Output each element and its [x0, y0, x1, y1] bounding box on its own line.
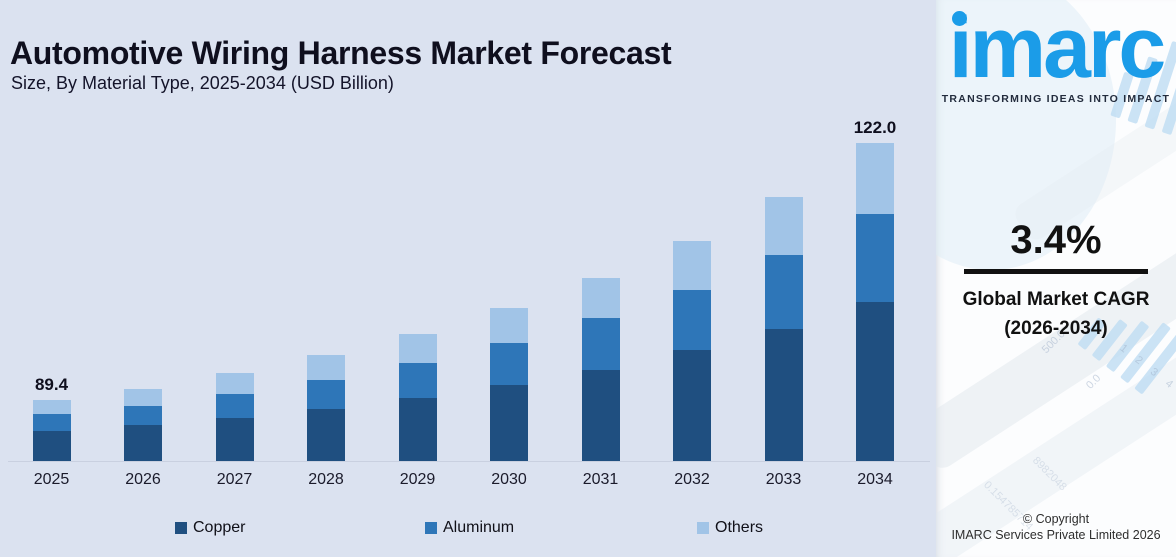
- x-axis-label-2029: 2029: [399, 471, 436, 488]
- legend-swatch-aluminum-icon: [425, 522, 437, 534]
- legend-label-aluminum: Aluminum: [443, 519, 515, 536]
- bar-segment-others-2030: [490, 308, 528, 343]
- bar-segment-copper-2030: [490, 385, 528, 461]
- bar-segment-others-2025: [32, 400, 71, 414]
- x-axis-label-2032: 2032: [674, 471, 710, 488]
- copyright-line2: IMARC Services Private Limited 2026: [951, 527, 1161, 542]
- bar-segment-aluminum-2030: [490, 343, 528, 385]
- legend-label-others: Others: [715, 519, 764, 536]
- logo-tagline: TRANSFORMING IDEAS INTO IMPACT: [941, 93, 1171, 105]
- bar-segment-others-2031: [581, 278, 620, 318]
- copyright: © Copyright IMARC Services Private Limit…: [936, 512, 1176, 543]
- bar-segment-copper-2033: [764, 329, 803, 461]
- bar-segment-aluminum-2033: [764, 255, 803, 329]
- bar-segment-others-2033: [764, 197, 803, 255]
- watermark-text: 1 2 3 4: [1117, 342, 1176, 394]
- legend-swatch-others-icon: [697, 522, 709, 534]
- x-axis-label-2033: 2033: [765, 471, 802, 488]
- page-title: Automotive Wiring Harness Market Forecas…: [10, 35, 672, 72]
- cagr-divider: [964, 269, 1148, 274]
- bar-segment-aluminum-2029: [398, 363, 437, 398]
- imarc-logo: imarc TRANSFORMING IDEAS INTO IMPACT: [936, 0, 1176, 105]
- watermark-text: 8982048: [1030, 454, 1069, 494]
- bar-segment-aluminum-2027: [215, 394, 254, 418]
- bar-segment-others-2028: [307, 355, 345, 380]
- cagr-value: 3.4%: [1010, 218, 1102, 262]
- bar-segment-others-2029: [398, 334, 437, 363]
- stacked-bar-plot: 2025 2026 2027 2028 2029 2030 2031 2032 2033 2034…: [8, 118, 930, 488]
- legend-label-copper: Copper: [193, 519, 246, 536]
- x-axis-label-2031: 2031: [582, 471, 619, 488]
- x-axis-label-2027: 2027: [216, 471, 253, 488]
- cagr-label-line2: (2026-2034): [1004, 317, 1108, 339]
- bar-segment-copper-2026: [124, 425, 162, 461]
- x-axis-label-2028: 2028: [308, 471, 344, 488]
- bar-segment-others-2027: [215, 373, 254, 394]
- bar-segment-aluminum-2034: [856, 214, 894, 302]
- x-axis-label-2026: 2026: [125, 471, 161, 488]
- x-axis-label-2030: 2030: [491, 471, 527, 488]
- x-axis-label-2034: 2034: [857, 471, 893, 488]
- legend-item-copper: Copper: [175, 519, 245, 537]
- cagr-label-line1: Global Market CAGR: [962, 289, 1150, 310]
- bar-segment-aluminum-2026: [124, 406, 162, 425]
- legend: Copper Aluminum Others: [0, 519, 936, 543]
- bar-segment-copper-2028: [307, 409, 345, 461]
- bar-segment-copper-2029: [398, 398, 437, 461]
- legend-item-others: Others: [697, 519, 763, 537]
- logo-dot-icon: [952, 11, 967, 26]
- bar-segment-copper-2027: [215, 418, 254, 461]
- bar-segment-aluminum-2025: [32, 414, 71, 431]
- bar-segment-copper-2032: [673, 350, 711, 461]
- watermark-text: 0.0: [1083, 372, 1104, 392]
- bar-segment-copper-2034: [856, 302, 894, 461]
- bar-segment-others-2026: [124, 389, 162, 406]
- bar-segment-aluminum-2031: [581, 318, 620, 370]
- x-axis-line: [8, 461, 930, 462]
- cagr-block: 3.4% Global Market CAGR (2026-2034): [936, 218, 1176, 343]
- page-subtitle: Size, By Material Type, 2025-2034 (USD B…: [11, 72, 394, 93]
- bar-segment-others-2034: [856, 143, 894, 214]
- x-axis-label-2025: 2025: [33, 471, 70, 488]
- copyright-line1: © Copyright: [1022, 512, 1090, 526]
- legend-swatch-copper-icon: [175, 522, 187, 534]
- bar-segment-aluminum-2028: [307, 380, 345, 409]
- bar-segment-aluminum-2032: [673, 290, 711, 350]
- chart-panel: Automotive Wiring Harness Market Forecas…: [0, 0, 936, 557]
- logo-wordmark: imarc: [948, 0, 1166, 96]
- data-label-2034: 122.0: [853, 118, 897, 137]
- brand-panel: 500.0 0.0 1 2 3 4 8982048 0.154785714 im…: [936, 0, 1176, 557]
- bar-segment-others-2032: [673, 241, 711, 290]
- legend-item-aluminum: Aluminum: [425, 519, 514, 537]
- data-label-2025: 89.4: [34, 375, 69, 394]
- bar-segment-copper-2025: [32, 431, 71, 461]
- bar-segment-copper-2031: [581, 370, 620, 461]
